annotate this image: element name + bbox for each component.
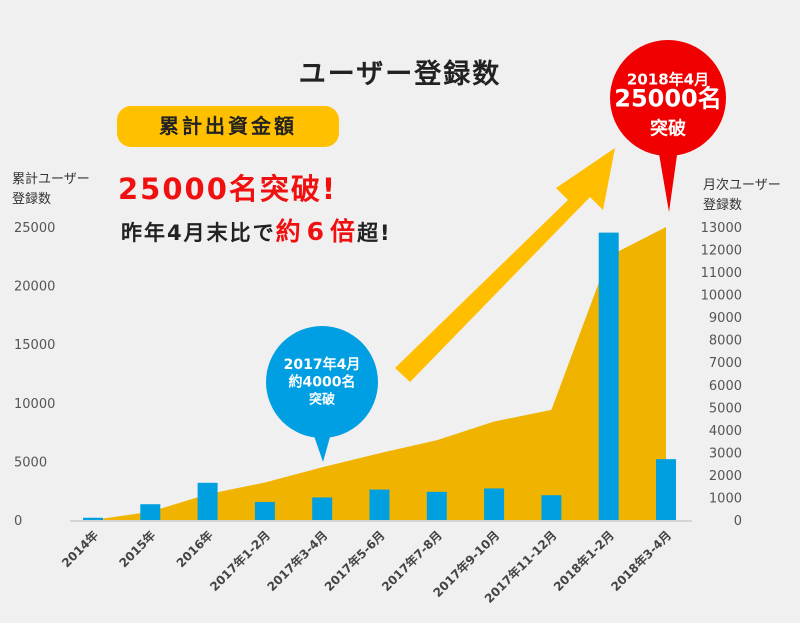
x-tick-label: 2018年1-2月 (550, 528, 617, 595)
right-tick-label: 11000 (701, 266, 742, 281)
blue-callout-text: 2017年4月 (284, 356, 361, 373)
right-tick-label: 13000 (701, 221, 742, 236)
right-tick-label: 4000 (709, 424, 742, 439)
blue-callout-text: 約4000名 (289, 373, 356, 390)
x-tick-label: 2017年3-4月 (264, 528, 331, 595)
headline: 25000名突破! (118, 172, 338, 206)
red-callout-text: 25000名 (614, 85, 722, 113)
right-tick-label: 10000 (701, 289, 742, 304)
left-tick-label: 25000 (14, 221, 55, 236)
right-tick-label: 12000 (701, 244, 742, 259)
red-callout-circle (610, 40, 726, 156)
right-axis-title: 月次ユーザー 登録数 (703, 176, 781, 216)
monthly-bar (197, 482, 218, 520)
left-axis-title-line: 累計ユーザー (12, 172, 90, 187)
blue-callout-circle (266, 326, 378, 438)
red-callout-text: 2018年4月 (627, 71, 709, 89)
monthly-bar (254, 501, 275, 520)
monthly-bar (541, 495, 562, 520)
x-tick-label: 2017年1-2月 (206, 528, 273, 595)
monthly-bar (312, 497, 333, 520)
red-callout-pointer (658, 148, 678, 212)
sub-red-3: 倍 (330, 217, 358, 246)
left-tick-label: 10000 (14, 397, 55, 412)
sub-red-1: 約 (275, 217, 303, 246)
left-tick-label: 20000 (14, 280, 55, 295)
monthly-bar (656, 459, 676, 520)
monthly-bar (598, 232, 619, 520)
right-tick-label: 2000 (709, 469, 742, 484)
subheadline: 昨年4月末比で約 6 倍超! (121, 212, 392, 248)
right-axis-title-line: 登録数 (703, 198, 743, 213)
right-axis-title-line: 月次ユーザー (703, 178, 781, 193)
right-tick-label: 8000 (709, 334, 742, 349)
blue-callout-pointer (312, 430, 332, 462)
monthly-bar (83, 517, 103, 520)
growth-arrow (395, 148, 615, 382)
highlight-pill: 累計出資金額 (117, 106, 339, 147)
sub-prefix: 昨年4月末比で (121, 221, 276, 245)
sub-red-2: 6 (306, 217, 327, 246)
x-tick-label: 2016年 (173, 528, 216, 571)
x-tick-label: 2018年3-4月 (608, 528, 675, 595)
left-tick-label: 5000 (14, 455, 47, 470)
monthly-bar (426, 491, 447, 520)
right-tick-label: 0 (734, 514, 742, 529)
right-tick-label: 9000 (709, 311, 742, 326)
sub-suffix: 超! (357, 221, 392, 245)
cumulative-area (93, 227, 666, 520)
x-tick-label: 2015年 (116, 528, 159, 571)
monthly-bar (369, 489, 390, 520)
right-tick-label: 5000 (709, 401, 742, 416)
right-tick-label: 3000 (709, 446, 742, 461)
right-tick-label: 7000 (709, 356, 742, 371)
monthly-bar (140, 504, 161, 520)
left-axis-title-line: 登録数 (12, 192, 52, 207)
blue-callout-text: 突破 (309, 392, 335, 408)
left-tick-label: 15000 (14, 338, 55, 353)
right-tick-label: 6000 (709, 379, 742, 394)
monthly-bar (484, 488, 505, 520)
x-tick-label: 2014年 (58, 528, 101, 571)
chart-title: ユーザー登録数 (298, 59, 502, 90)
x-tick-label: 2017年7-8月 (378, 528, 445, 595)
right-tick-label: 1000 (709, 491, 742, 506)
left-axis-title: 累計ユーザー 登録数 (12, 170, 90, 210)
left-tick-label: 0 (14, 514, 22, 529)
red-callout-text: 突破 (650, 117, 686, 139)
x-tick-label: 2017年5-6月 (321, 528, 388, 595)
